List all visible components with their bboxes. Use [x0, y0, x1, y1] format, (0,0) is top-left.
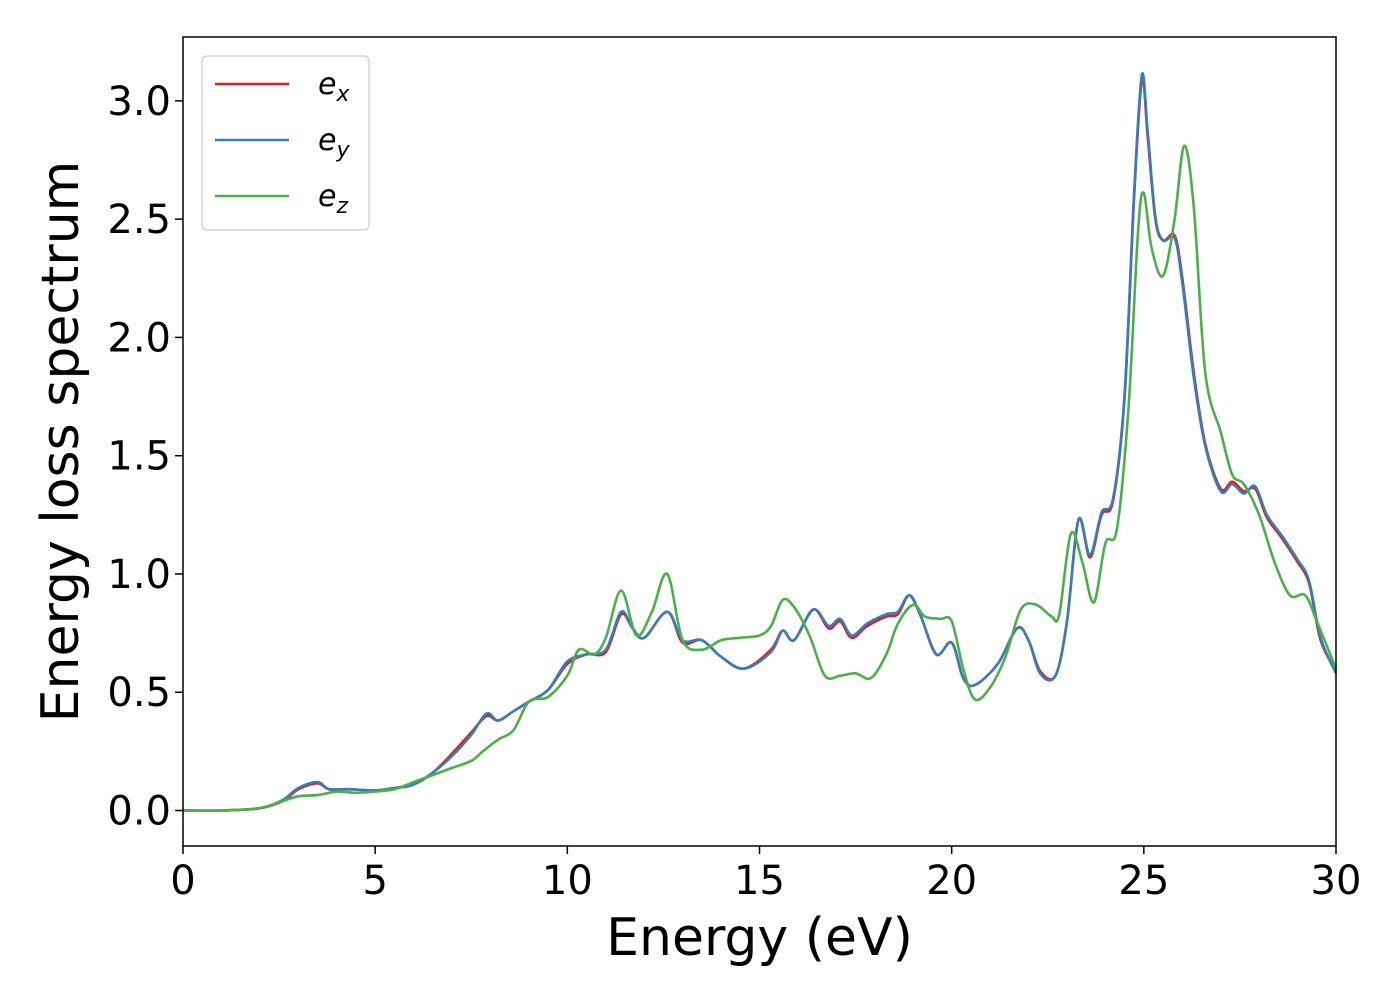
x-axis-ticks: 0 5 10 15 20 25 30 — [170, 846, 1361, 904]
x-tick-label: 0 — [170, 858, 195, 904]
series-line-e-z — [182, 144, 1338, 812]
y-tick-label: 0.5 — [107, 670, 171, 716]
series-lines — [182, 72, 1338, 812]
x-axis-label: Energy (eV) — [606, 908, 913, 968]
x-tick-label: 10 — [542, 858, 593, 904]
y-tick-label: 0.0 — [107, 789, 171, 835]
x-tick-label: 25 — [1118, 858, 1169, 904]
legend-label: ez — [318, 179, 348, 219]
x-tick-label: 5 — [362, 858, 387, 904]
y-tick-label: 3.0 — [107, 79, 171, 125]
legend-box — [201, 55, 370, 231]
legend: ex ey ez — [201, 55, 370, 231]
x-tick-label: 15 — [734, 858, 785, 904]
y-axis-ticks: 0.0 0.5 1.0 1.5 2.0 2.5 3.0 — [107, 79, 183, 835]
y-tick-label: 2.0 — [107, 315, 171, 361]
x-tick-label: 20 — [926, 858, 977, 904]
y-tick-label: 2.5 — [107, 197, 171, 243]
legend-label: ex — [318, 67, 350, 107]
y-axis-label: Energy loss spectrum — [31, 161, 91, 723]
series-line-e-y — [182, 72, 1338, 812]
x-tick-label: 30 — [1311, 858, 1362, 904]
y-tick-label: 1.0 — [107, 552, 171, 598]
legend-label: ey — [318, 123, 350, 163]
y-tick-label: 1.5 — [107, 434, 171, 480]
